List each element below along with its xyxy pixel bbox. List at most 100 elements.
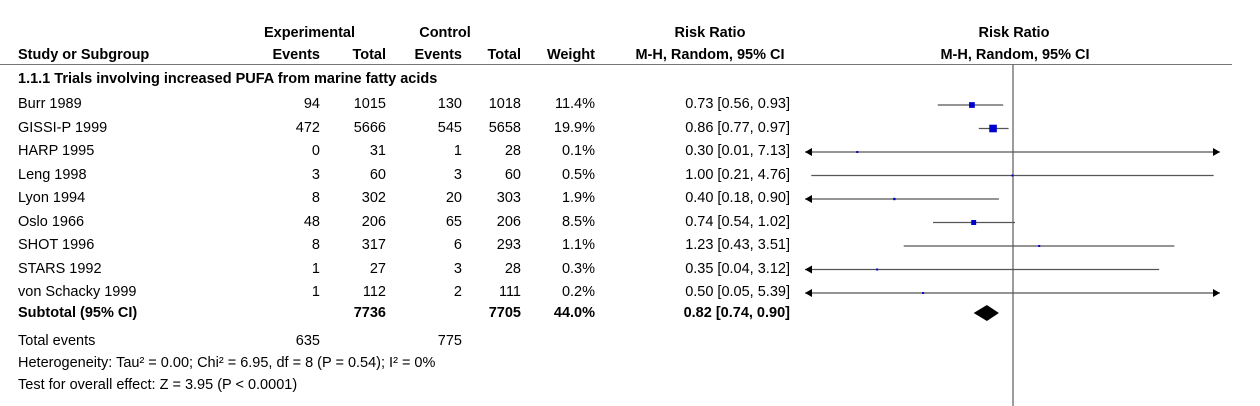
effect-marker <box>1011 174 1014 177</box>
study-name: GISSI-P 1999 <box>18 119 108 136</box>
study-weight: 1.1% <box>561 237 595 253</box>
study-weight: 0.2% <box>561 284 595 300</box>
ctl-total-header: Total <box>487 47 521 63</box>
exp-events-header: Events <box>272 47 320 63</box>
study-ci-text: 0.86 [0.77, 0.97] <box>685 119 790 136</box>
ci-left-arrow <box>805 195 812 203</box>
study-ctl-total: 28 <box>504 260 521 277</box>
heterogeneity-text: Heterogeneity: Tau² = 0.00; Chi² = 6.95,… <box>18 355 436 371</box>
control-header: Control <box>419 25 471 41</box>
effect-marker <box>1038 245 1041 247</box>
subgroup-title: 1.1.1 Trials involving increased PUFA fr… <box>18 71 438 87</box>
study-exp-total: 1015 <box>353 96 386 112</box>
study-exp-total: 31 <box>369 143 386 159</box>
study-ctl-total: 28 <box>504 143 521 159</box>
study-exp-events: 8 <box>311 237 320 253</box>
study-exp-total: 317 <box>361 237 386 253</box>
header-divider <box>0 64 1232 65</box>
method-header-right: M-H, Random, 95% CI <box>940 47 1090 63</box>
study-exp-events: 94 <box>303 96 320 112</box>
study-ctl-events: 3 <box>453 260 462 277</box>
study-name: Lyon 1994 <box>18 190 86 206</box>
effect-marker <box>922 292 925 294</box>
experimental-header: Experimental <box>263 25 356 41</box>
study-ctl-events: 3 <box>453 166 462 183</box>
study-exp-events: 1 <box>311 260 320 277</box>
effect-marker <box>856 151 859 153</box>
method-header-left: M-H, Random, 95% CI <box>635 47 785 63</box>
study-exp-total: 302 <box>361 190 386 206</box>
study-ci-text: 0.40 [0.18, 0.90] <box>685 190 790 206</box>
exp-total-header: Total <box>352 47 386 63</box>
study-ctl-events: 65 <box>445 213 462 230</box>
study-exp-events: 472 <box>295 119 320 136</box>
ci-left-arrow <box>805 289 812 297</box>
total-events-ctl: 775 <box>437 333 462 349</box>
effect-marker <box>876 268 879 271</box>
effect-marker <box>989 124 997 133</box>
study-ctl-events: 20 <box>445 190 462 206</box>
study-ctl-total: 303 <box>496 190 521 206</box>
study-exp-events: 0 <box>311 143 320 159</box>
study-ctl-events: 1 <box>453 143 462 159</box>
study-weight: 0.5% <box>561 166 595 183</box>
study-exp-events: 48 <box>303 213 320 230</box>
effect-marker <box>969 102 975 108</box>
study-ctl-total: 1018 <box>488 96 521 112</box>
weight-header: Weight <box>546 47 595 63</box>
study-weight: 0.3% <box>561 260 595 277</box>
study-ctl-events: 545 <box>437 119 462 136</box>
effect-marker <box>971 220 977 225</box>
study-weight: 0.1% <box>561 143 595 159</box>
study-name: Leng 1998 <box>18 166 87 183</box>
study-weight: 1.9% <box>561 190 595 206</box>
study-ctl-events: 130 <box>437 96 462 112</box>
study-exp-total: 60 <box>369 166 386 183</box>
study-exp-events: 3 <box>311 166 320 183</box>
study-exp-events: 8 <box>311 190 320 206</box>
study-exp-total: 112 <box>362 284 386 300</box>
ctl-events-header: Events <box>414 47 462 63</box>
study-ci-text: 0.74 [0.54, 1.02] <box>685 213 790 230</box>
study-name: Oslo 1966 <box>18 213 85 230</box>
total-events-label: Total events <box>18 333 96 349</box>
study-name: Burr 1989 <box>18 96 82 112</box>
study-ci-text: 0.73 [0.56, 0.93] <box>685 96 790 112</box>
ci-left-arrow <box>805 265 812 274</box>
study-exp-total: 27 <box>369 260 386 277</box>
effect-marker <box>893 197 896 201</box>
study-name: STARS 1992 <box>18 260 102 277</box>
study-column-header: Study or Subgroup <box>18 47 150 63</box>
study-ctl-events: 2 <box>453 284 462 300</box>
study-ci-text: 0.50 [0.05, 5.39] <box>685 284 790 300</box>
subtotal-label: Subtotal (95% CI) <box>18 305 138 321</box>
study-ci-text: 0.30 [0.01, 7.13] <box>685 143 790 159</box>
study-ci-text: 0.35 [0.04, 3.12] <box>685 260 790 277</box>
ci-right-arrow <box>1213 148 1220 156</box>
study-weight: 19.9% <box>553 119 595 136</box>
study-weight: 11.4% <box>554 96 595 112</box>
study-ctl-total: 5658 <box>488 119 521 136</box>
subtotal-weight: 44.0% <box>553 305 595 321</box>
risk-ratio-header-right: Risk Ratio <box>978 25 1050 41</box>
ci-left-arrow <box>805 148 812 156</box>
study-ci-text: 1.23 [0.43, 3.51] <box>685 237 790 253</box>
study-exp-total: 5666 <box>353 119 386 136</box>
subtotal-ctl-total: 7705 <box>488 305 521 321</box>
study-weight: 8.5% <box>561 213 595 230</box>
study-exp-events: 1 <box>311 284 320 300</box>
total-events-exp: 635 <box>295 333 320 349</box>
study-name: HARP 1995 <box>18 143 95 159</box>
study-exp-total: 206 <box>361 213 386 230</box>
study-ctl-total: 293 <box>496 237 521 253</box>
pooled-diamond <box>973 305 999 321</box>
study-ctl-total: 60 <box>504 166 521 183</box>
overall-effect-text: Test for overall effect: Z = 3.95 (P < 0… <box>18 377 298 393</box>
study-ctl-total: 206 <box>496 213 521 230</box>
subtotal-ci: 0.82 [0.74, 0.90] <box>683 305 790 321</box>
study-ctl-events: 6 <box>453 237 462 253</box>
study-name: von Schacky 1999 <box>18 284 137 300</box>
study-ci-text: 1.00 [0.21, 4.76] <box>685 166 790 183</box>
risk-ratio-header-left: Risk Ratio <box>674 25 746 41</box>
